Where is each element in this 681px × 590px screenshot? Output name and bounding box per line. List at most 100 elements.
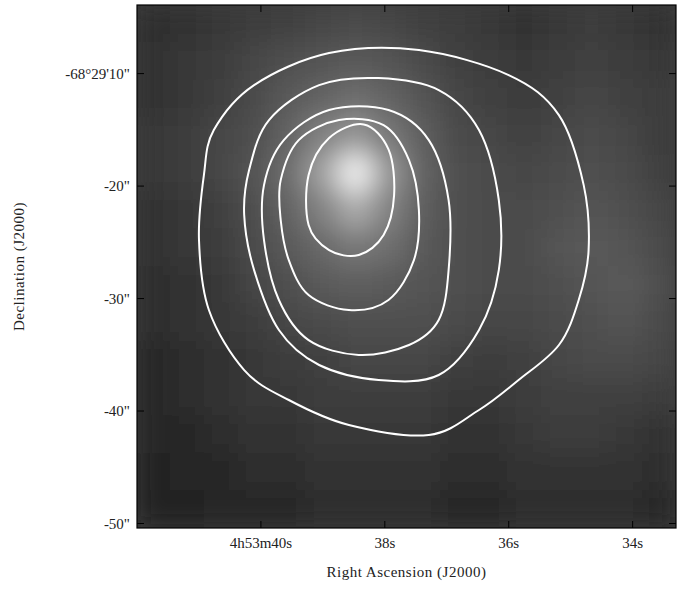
x-tick-label: 4h53m40s — [230, 535, 293, 551]
image-cell — [238, 453, 273, 491]
image-cell — [574, 191, 609, 229]
image-cell — [238, 191, 273, 229]
image-cell — [574, 378, 609, 416]
image-cell — [339, 415, 374, 453]
y-tick-label: -68°29'10" — [65, 66, 130, 82]
x-tick-label: 36s — [498, 535, 519, 551]
image-cell — [339, 191, 374, 229]
image-cell — [137, 453, 171, 491]
image-cell — [642, 42, 676, 80]
y-tick-label: -30" — [104, 291, 130, 307]
image-cell — [574, 117, 609, 155]
image-cell — [507, 453, 542, 491]
image-cell — [541, 490, 576, 528]
image-cell — [574, 5, 609, 43]
image-cell — [372, 303, 407, 341]
image-cell — [339, 490, 374, 528]
image-cell — [507, 378, 542, 416]
image-cell — [271, 154, 306, 192]
image-cell — [642, 154, 676, 192]
image-cell — [137, 42, 171, 80]
image-cell — [541, 415, 576, 453]
image-cell — [339, 5, 374, 43]
image-cell — [440, 79, 475, 117]
image-cell — [440, 191, 475, 229]
image-cell — [541, 266, 576, 304]
image-cell — [440, 378, 475, 416]
image-cell — [271, 5, 306, 43]
image-cell — [204, 453, 239, 491]
image-cell — [574, 341, 609, 379]
x-tick — [632, 521, 633, 528]
image-cell — [170, 266, 205, 304]
y-tick — [137, 298, 144, 299]
x-tick — [260, 5, 261, 12]
image-cell — [339, 453, 374, 491]
image-cell — [305, 303, 340, 341]
image-cell — [238, 378, 273, 416]
x-tick — [508, 521, 509, 528]
image-cell — [507, 341, 542, 379]
image-cell — [406, 154, 441, 192]
image-cell — [608, 303, 643, 341]
image-cell — [541, 5, 576, 43]
image-cell — [305, 266, 340, 304]
image-cell — [473, 303, 508, 341]
image-cell — [372, 341, 407, 379]
y-axis-title: Declination (J2000) — [11, 202, 28, 331]
image-cell — [238, 42, 273, 80]
image-cell — [608, 117, 643, 155]
y-tick-label: -40" — [104, 403, 130, 419]
image-cell — [137, 378, 171, 416]
image-cell — [440, 5, 475, 43]
image-cell — [170, 42, 205, 80]
image-cell — [137, 341, 171, 379]
image-cell — [372, 490, 407, 528]
image-cell — [541, 453, 576, 491]
image-cell — [305, 42, 340, 80]
image-cell — [507, 42, 542, 80]
image-cell — [204, 42, 239, 80]
image-cell — [137, 79, 171, 117]
image — [137, 5, 676, 528]
image-cell — [507, 117, 542, 155]
image-cell — [372, 453, 407, 491]
image-cell — [305, 453, 340, 491]
y-tick-label: -50" — [104, 516, 130, 532]
chart: 4h53m40s38s36s34s-68°29'10"-20"-30"-40"-… — [0, 0, 681, 590]
image-cell — [574, 453, 609, 491]
image-cell — [372, 229, 407, 267]
image-cell — [406, 341, 441, 379]
x-axis-title: Right Ascension (J2000) — [327, 564, 487, 581]
image-cell — [339, 117, 374, 155]
image-cell — [440, 453, 475, 491]
image-cell — [137, 303, 171, 341]
x-tick — [384, 5, 385, 12]
image-cell — [137, 229, 171, 267]
image-cell — [608, 42, 643, 80]
image-cell — [574, 415, 609, 453]
image-cell — [238, 415, 273, 453]
image-cell — [271, 453, 306, 491]
image-cell — [642, 453, 676, 491]
image-cell — [642, 117, 676, 155]
contour — [279, 119, 419, 310]
x-tick — [260, 521, 261, 528]
image-cell — [305, 191, 340, 229]
y-tick — [137, 73, 144, 74]
image-cell — [473, 117, 508, 155]
image-cell — [238, 341, 273, 379]
image-cell — [473, 229, 508, 267]
image-cell — [473, 42, 508, 80]
y-tick — [137, 523, 144, 524]
image-cell — [642, 5, 676, 43]
image-cell — [305, 490, 340, 528]
image-cell — [406, 5, 441, 43]
image-cell — [372, 378, 407, 416]
y-tick — [137, 411, 144, 412]
image-cell — [642, 490, 676, 528]
image-cell — [137, 415, 171, 453]
image-cell — [473, 266, 508, 304]
image-cell — [440, 154, 475, 192]
image-cell — [507, 303, 542, 341]
